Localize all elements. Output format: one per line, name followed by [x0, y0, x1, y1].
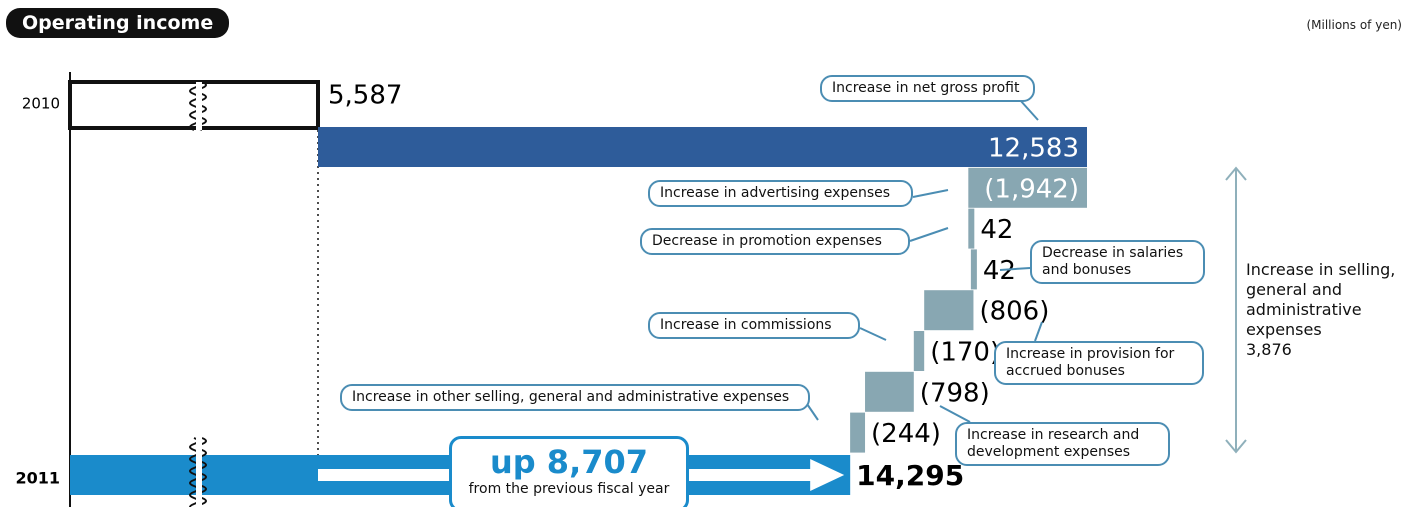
callout-tail — [1019, 99, 1039, 121]
bar — [924, 290, 974, 331]
chart-title: Operating income — [6, 8, 230, 38]
value-label: (244) — [871, 419, 941, 449]
callout-tail — [859, 327, 887, 341]
value-label: (1,942) — [984, 174, 1079, 204]
value-label: 42 — [980, 215, 1013, 245]
callout: Decrease in salaries and bonuses — [1030, 240, 1205, 284]
bar — [968, 208, 975, 249]
value-label: 42 — [983, 256, 1016, 286]
callout-tail — [1034, 321, 1043, 342]
callout: Increase in net gross profit — [820, 75, 1035, 102]
y-tick-label: 2010 — [22, 95, 60, 113]
value-label: (798) — [920, 378, 990, 408]
value-label: 12,583 — [988, 134, 1079, 164]
bracket-text: Increase in selling, general and adminis… — [1246, 260, 1396, 339]
callout-tail — [939, 405, 971, 423]
callout: Increase in other selling, general and a… — [340, 384, 810, 411]
value-label: 5,587 — [328, 81, 402, 111]
bar — [913, 331, 925, 371]
axis-break — [189, 437, 199, 507]
callout: Increase in advertising expenses — [648, 180, 913, 207]
callout: Increase in provision for accrued bonuse… — [994, 341, 1204, 385]
value-label: (806) — [979, 297, 1049, 327]
unit-label: (Millions of yen) — [1306, 18, 1402, 32]
bar — [318, 127, 1087, 167]
bar — [968, 167, 1087, 208]
bar — [970, 249, 977, 290]
axis-break-gap — [196, 438, 202, 507]
value-label: 14,295 — [856, 459, 964, 492]
callout-tail — [909, 227, 949, 242]
axis-break-gap — [196, 82, 202, 130]
callout: Increase in commissions — [648, 312, 860, 339]
difference-label: up 8,707 — [489, 443, 649, 481]
difference-callout: up 8,707 from the previous fiscal year — [449, 436, 689, 507]
difference-note: from the previous fiscal year — [468, 481, 670, 497]
bar — [850, 412, 866, 453]
bracket-arrow — [1225, 166, 1247, 454]
y-tick-label: 2011 — [15, 469, 60, 488]
callout-tail — [912, 189, 949, 198]
bracket-value: 3,876 — [1246, 340, 1292, 359]
callout: Increase in research and development exp… — [955, 422, 1170, 466]
callout-tail — [999, 267, 1031, 271]
bar — [865, 371, 914, 412]
value-label: (170) — [930, 338, 1000, 368]
callout: Decrease in promotion expenses — [640, 228, 910, 255]
bracket-label: Increase in selling, general and adminis… — [1246, 260, 1406, 360]
